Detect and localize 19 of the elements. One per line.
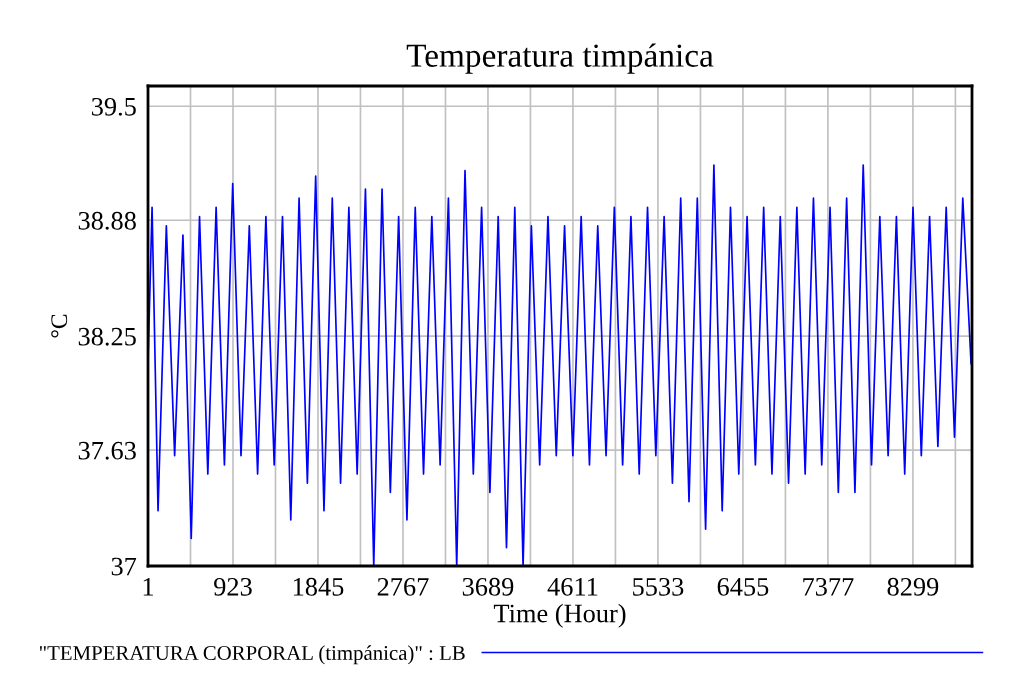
x-tick-label: 6455 (717, 577, 769, 596)
x-axis-title: Time (Hour) (493, 603, 626, 628)
y-tick-label: 37.63 (78, 441, 136, 460)
x-tick-label: 8299 (887, 577, 939, 596)
y-tick-label: 38.25 (78, 327, 136, 346)
y-axis-title: °C (51, 314, 68, 338)
chart-title: Temperatura timpánica (406, 43, 714, 74)
y-tick-label: 37 (111, 557, 137, 576)
x-tick-label: 5533 (633, 577, 684, 596)
y-tick-label: 38.88 (78, 211, 136, 230)
y-tick-label: 39.5 (91, 97, 136, 116)
x-tick-label: 923 (214, 577, 252, 596)
text: "TEMPERATURA CORPORAL (timpánica)" : LB (39, 645, 465, 665)
x-tick-label: 4611 (547, 577, 598, 596)
x-tick-label: 2767 (377, 577, 429, 596)
x-tick-label: 1845 (293, 577, 344, 596)
x-tick-label: 7377 (803, 577, 854, 596)
x-tick-label: 1 (143, 578, 154, 596)
x-tick-label: 3689 (462, 577, 514, 596)
